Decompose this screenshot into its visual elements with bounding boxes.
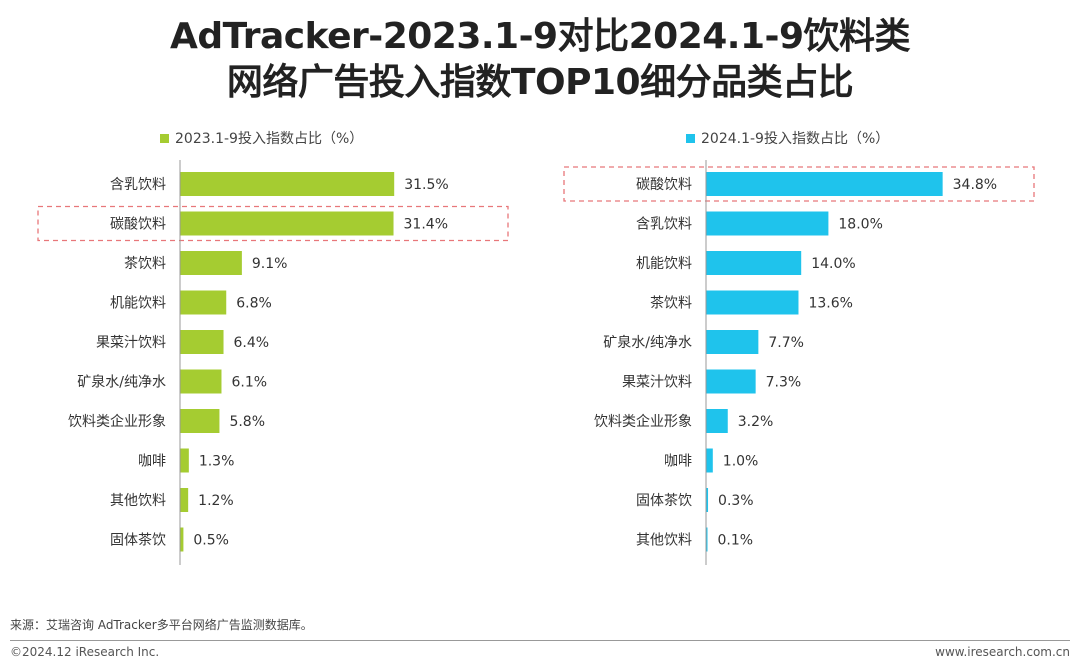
title-line-2: 网络广告投入指数TOP10细分品类占比 [226, 62, 854, 103]
bar-2024-value-label: 1.0% [723, 454, 759, 470]
bar-2023-value-label: 1.3% [199, 454, 235, 470]
bar-2024-value-label: 14.0% [811, 256, 855, 272]
bar-2024-bar [706, 251, 802, 275]
bar-2023-value-label: 6.8% [236, 296, 272, 312]
bar-2024-bar [706, 409, 728, 433]
bar-2024-value-label: 0.1% [718, 533, 754, 549]
legend-swatch-2024 [686, 133, 695, 143]
chart-title: AdTracker-2023.1-9对比2024.1-9饮料类 网络广告投入指数… [0, 14, 1080, 106]
bar-2024-bar [706, 369, 756, 394]
bar-2024-category-label: 饮料类企业形象 [594, 413, 692, 430]
legend-2023: 2023.1-9投入指数占比（%） [160, 128, 363, 148]
source-note: 来源：艾瑞咨询 AdTracker多平台网络广告监测数据库。 [10, 618, 313, 632]
bar-2024-category-label: 矿泉水/纯净水 [603, 334, 692, 351]
footer-divider [10, 640, 1070, 641]
bar-2023-bar [180, 409, 220, 433]
bar-2024-bar [706, 330, 759, 354]
title-line-1: AdTracker-2023.1-9对比2024.1-9饮料类 [169, 16, 911, 57]
bar-2023-bar [180, 488, 189, 512]
bar-2023-category-label: 碳酸饮料 [110, 217, 166, 233]
bar-2023-category-label: 咖啡 [138, 454, 166, 470]
legend-label-2023: 2023.1-9投入指数占比（%） [175, 131, 364, 147]
bar-2024-value-label: 7.7% [768, 335, 804, 351]
bar-2024-category-label: 机能饮料 [636, 256, 692, 272]
bar-2023-bar [180, 290, 227, 315]
bar-2024-value-label: 18.0% [838, 217, 882, 233]
bar-2023-value-label: 5.8% [229, 414, 265, 430]
website: www.iresearch.com.cn [935, 645, 1070, 659]
bar-2023-category-label: 果菜汁饮料 [96, 335, 166, 351]
bar-2023-value-label: 6.4% [234, 335, 270, 351]
bar-2024-category-label: 茶饮料 [650, 296, 692, 312]
copyright: ©2024.12 iResearch Inc. [10, 645, 160, 659]
bar-chart-2024: 碳酸饮料 34.8% 含乳饮料 18.0% 机能饮料 14.0% 茶饮料 13.6% 矿泉水/纯… [563, 160, 1035, 565]
legend-label-2024: 2024.1-9投入指数占比（%） [701, 131, 890, 147]
bar-2023-value-label: 9.1% [252, 256, 288, 272]
bar-chart-2023: 含乳饮料 31.5% 碳酸饮料 31.4% 茶饮料 9.1% 机能饮料 6.8% 果菜汁饮料 6.… [37, 160, 509, 565]
bar-2023-value-label: 1.2% [198, 493, 234, 509]
bar-2023-value-label: 31.4% [404, 217, 448, 233]
bar-2023-bar [180, 448, 189, 473]
bar-2023-bar [180, 251, 242, 275]
bar-2023-value-label: 31.5% [404, 177, 448, 193]
bar-2024-bar [706, 172, 943, 196]
bar-2024-category-label: 果菜汁饮料 [622, 375, 692, 391]
bar-2023-bar [180, 369, 222, 394]
bar-2024-category-label: 固体茶饮 [636, 493, 692, 509]
bar-2023-bar [180, 527, 184, 552]
bar-2023-category-label: 机能饮料 [110, 296, 166, 312]
bar-2023-category-label: 饮料类企业形象 [68, 413, 166, 430]
bar-2024-value-label: 3.2% [738, 414, 774, 430]
bar-2023-bar [180, 172, 395, 196]
bar-2024-highlight-box [563, 166, 1035, 202]
bar-2023-category-label: 茶饮料 [124, 256, 166, 272]
bar-2023-category-label: 固体茶饮 [110, 533, 166, 549]
bar-2024-category-label: 其他饮料 [636, 533, 692, 549]
bar-2023-category-label: 其他饮料 [110, 493, 166, 509]
bar-2024-value-label: 7.3% [766, 375, 802, 391]
bar-2024-bar [706, 290, 799, 315]
bar-2024-value-label: 0.3% [718, 493, 754, 509]
bar-2024-category-label: 含乳饮料 [636, 217, 692, 233]
bar-2023-category-label: 矿泉水/纯净水 [77, 374, 166, 391]
bar-2023-category-label: 含乳饮料 [110, 177, 166, 193]
legend-swatch-2023 [160, 133, 169, 143]
bar-2023-highlight-box [37, 205, 509, 242]
bar-2023-bar [180, 211, 394, 236]
bar-2024-category-label: 碳酸饮料 [636, 177, 692, 193]
bar-2024-bar [706, 211, 829, 236]
bar-2023-bar [180, 330, 224, 354]
bar-2023-value-label: 6.1% [231, 375, 267, 391]
bar-2023-value-label: 0.5% [193, 533, 229, 549]
bar-2024-category-label: 咖啡 [664, 454, 692, 470]
bar-2024-bar [706, 488, 709, 512]
bar-2024-bar [706, 448, 713, 473]
legend-2024: 2024.1-9投入指数占比（%） [686, 128, 889, 148]
bar-2024-bar [706, 527, 708, 552]
bar-2024-value-label: 34.8% [953, 177, 997, 193]
bar-2024-value-label: 13.6% [808, 296, 852, 312]
